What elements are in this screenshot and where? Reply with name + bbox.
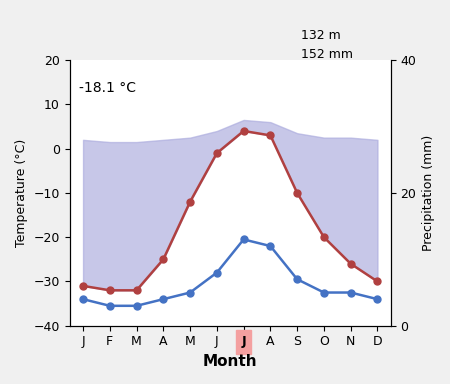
Text: 132 m: 132 m	[301, 29, 341, 42]
Text: 152 mm: 152 mm	[301, 48, 353, 61]
Y-axis label: Precipitation (mm): Precipitation (mm)	[422, 135, 435, 251]
Text: -18.1 °C: -18.1 °C	[79, 81, 136, 95]
Y-axis label: Temperature (°C): Temperature (°C)	[15, 139, 28, 247]
X-axis label: Month: Month	[203, 354, 257, 369]
